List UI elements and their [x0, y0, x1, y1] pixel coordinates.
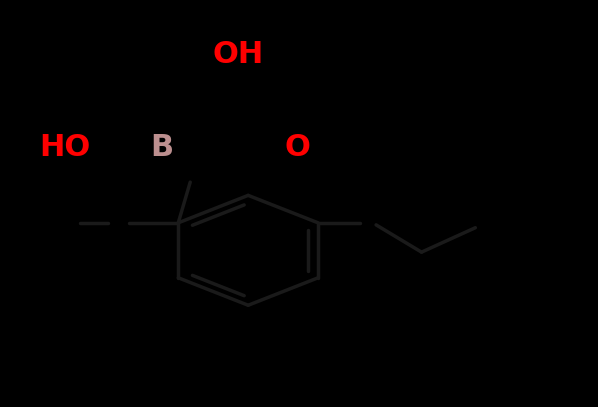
Text: HO: HO: [39, 133, 90, 162]
Text: B: B: [150, 133, 173, 162]
Text: O: O: [284, 133, 310, 162]
Text: OH: OH: [212, 40, 264, 70]
